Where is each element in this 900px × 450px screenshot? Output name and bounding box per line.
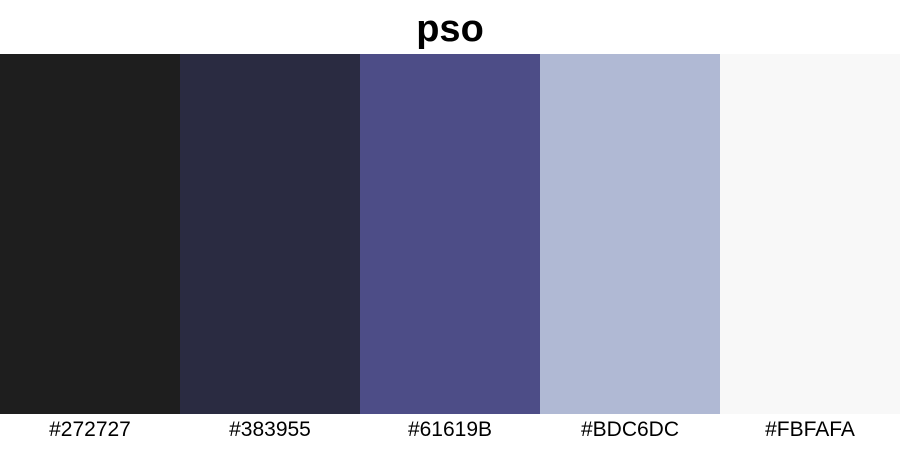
color-swatch-2 — [180, 54, 360, 414]
hex-label-2: #383955 — [229, 418, 311, 441]
color-swatch-5 — [720, 54, 900, 414]
hex-label-5: #FBFAFA — [765, 418, 855, 441]
color-swatch-1 — [0, 54, 180, 414]
hex-label-1: #272727 — [49, 418, 131, 441]
palette-title: pso — [416, 8, 484, 50]
hex-label-row: #272727 #383955 #61619B #BDC6DC #FBFAFA — [0, 414, 900, 446]
hex-label-3: #61619B — [407, 418, 493, 441]
swatch-row — [0, 54, 900, 414]
hex-label-4: #BDC6DC — [580, 418, 680, 441]
color-swatch-4 — [540, 54, 720, 414]
color-swatch-3 — [360, 54, 540, 414]
